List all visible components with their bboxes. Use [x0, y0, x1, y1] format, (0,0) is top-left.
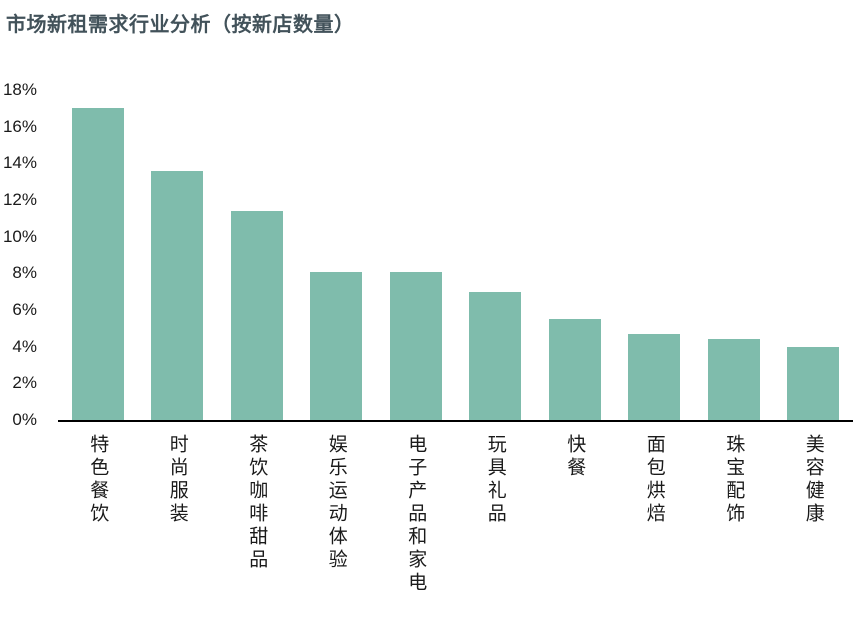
x-axis-category-label: 快餐 — [564, 434, 586, 480]
x-axis-label-slot: 时尚服装 — [138, 434, 218, 624]
x-axis-category-label: 面包烘焙 — [643, 434, 665, 526]
y-axis-tick-label: 16% — [2, 116, 37, 136]
x-axis-label-slot: 电子产品和家电 — [376, 434, 456, 624]
y-axis-tick-label: 6% — [12, 300, 37, 319]
bar-快餐 — [548, 319, 601, 420]
x-axis-category-label: 电子产品和家电 — [405, 434, 427, 595]
chart-title: 市场新租需求行业分析（按新店数量） — [6, 14, 355, 36]
x-axis-label-slot: 娱乐运动体验 — [297, 434, 377, 624]
y-axis-tick-label: 10% — [2, 226, 37, 246]
bar-玩具礼品 — [469, 291, 522, 420]
y-axis-tick-label: 0% — [12, 410, 37, 429]
x-axis-label-slot: 玩具礼品 — [456, 434, 536, 624]
y-axis-tick-label: 8% — [12, 263, 37, 283]
y-axis-tick-label: 12% — [2, 190, 37, 209]
x-axis-label-slot: 面包烘焙 — [615, 434, 695, 624]
x-axis-category-label: 茶饮咖啡甜品 — [246, 434, 268, 572]
x-axis-category-label: 时尚服装 — [166, 434, 188, 526]
bar-娱乐运动体验 — [310, 271, 363, 420]
x-axis-category-label: 玩具礼品 — [484, 434, 506, 526]
x-axis-category-label: 美容健康 — [802, 434, 824, 526]
x-axis-category-label: 珠宝配饰 — [723, 434, 745, 526]
bar-特色餐饮 — [71, 108, 124, 420]
bar-电子产品和家电 — [389, 271, 442, 420]
y-axis-tick-label: 18% — [2, 80, 37, 99]
x-axis-label-slot: 茶饮咖啡甜品 — [217, 434, 297, 624]
x-axis-label-slot: 快餐 — [535, 434, 615, 624]
x-axis-label-slot: 美容健康 — [774, 434, 854, 624]
bar-茶饮咖啡甜品 — [230, 211, 283, 420]
y-axis-tick-label: 14% — [2, 153, 37, 173]
x-axis-category-label: 特色餐饮 — [87, 434, 109, 526]
bar-美容健康 — [787, 346, 840, 420]
bar-珠宝配饰 — [707, 339, 760, 420]
x-axis-category-label: 娱乐运动体验 — [325, 434, 347, 572]
y-axis-tick-label: 4% — [12, 336, 37, 356]
bar-面包烘焙 — [628, 333, 681, 420]
plot-area — [58, 90, 853, 422]
x-axis-label-slot: 特色餐饮 — [58, 434, 138, 624]
bar-时尚服装 — [151, 170, 204, 420]
y-axis-tick-label: 2% — [12, 373, 37, 393]
x-axis-label-slot: 珠宝配饰 — [694, 434, 774, 624]
